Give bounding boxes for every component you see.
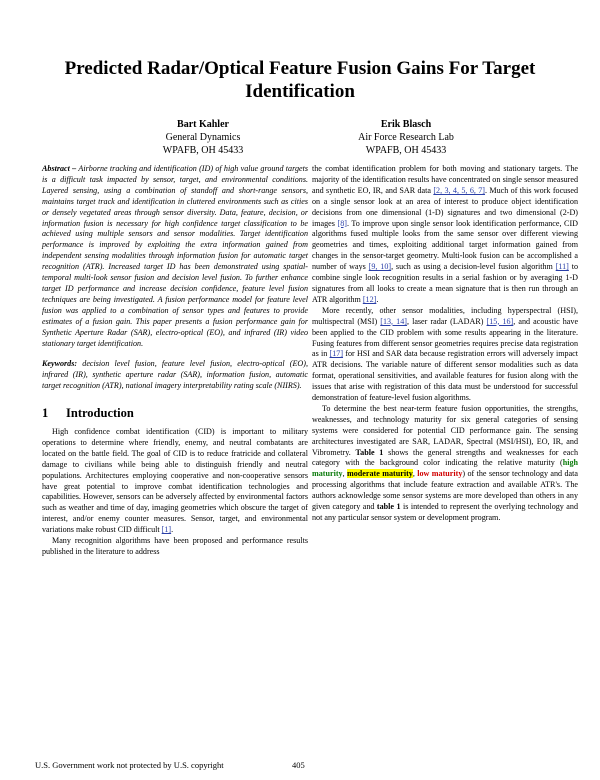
footer-copyright: U.S. Government work not protected by U.… [35, 760, 224, 770]
paragraph-sensor-modalities: More recently, other sensor modalities, … [312, 306, 578, 404]
author-org: Air Force Research Lab [358, 132, 454, 143]
citation-link[interactable]: [15, 16] [486, 316, 514, 326]
paragraph-text: , laser radar (LADAR) [406, 316, 484, 326]
citation-link[interactable]: [13, 14] [380, 316, 407, 326]
page-number: 405 [292, 760, 305, 770]
table-reference: Table 1 [355, 447, 384, 457]
paragraph-text: shows the general strengths and weakness… [312, 447, 579, 468]
keywords: Keywords: decision level fusion, feature… [42, 359, 308, 392]
citation-link[interactable]: [8] [337, 218, 347, 228]
citation-link[interactable]: [12] [362, 294, 377, 304]
paragraph-text: to combine single look recognition resul… [312, 262, 579, 304]
author-block-1: Bart Kahler General Dynamics WPAFB, OH 4… [103, 118, 303, 157]
keywords-label: Keywords: [42, 359, 78, 369]
paragraph-fusion-opportunities: To determine the best near-term feature … [312, 404, 578, 524]
intro-paragraph-2: Many recognition algorithms have been pr… [42, 536, 308, 558]
paragraph-combat-id: the combat identification problem for bo… [312, 164, 578, 306]
paragraph-text: . [376, 294, 379, 304]
paragraph-text: for HSI and SAR data because registratio… [312, 349, 579, 403]
intro-paragraph-1: High confidence combat identification (C… [42, 427, 308, 535]
abstract-text: Airborne tracking and identification (ID… [42, 164, 308, 348]
paragraph-text: the combat identification problem for bo… [312, 164, 578, 195]
keywords-text: decision level fusion, feature level fus… [42, 359, 308, 391]
paper-title: Predicted Radar/Optical Feature Fusion G… [64, 58, 536, 102]
paragraph-text: is intended to represent the overlying t… [312, 502, 578, 522]
section-title: Introduction [66, 406, 134, 421]
paragraph-text: . To improve upon single sensor look ide… [312, 218, 578, 272]
paragraph-text: Many recognition algorithms have been pr… [42, 536, 308, 556]
table-reference: table 1 [376, 502, 401, 512]
author-block-2: Erik Blasch Air Force Research Lab WPAFB… [306, 118, 506, 157]
paragraph-text: ) of the sensor technology and data proc… [312, 469, 578, 512]
author-address: WPAFB, OH 45433 [365, 145, 447, 156]
section-heading: 1 Introduction [42, 406, 308, 421]
author-org: General Dynamics [165, 132, 241, 143]
author-address: WPAFB, OH 45433 [162, 145, 244, 156]
maturity-low-label: low maturity [417, 469, 463, 479]
paragraph-text: , and acoustic have been applied to the … [312, 316, 579, 359]
author-name: Bart Kahler [177, 119, 229, 130]
paragraph-text: , such as using a decision-level fusion … [391, 262, 553, 272]
abstract-label: Abstract – [42, 164, 77, 173]
section-number: 1 [42, 406, 49, 421]
paragraph-text: More recently, other sensor modalities, … [312, 305, 578, 326]
citation-link[interactable]: [11] [555, 262, 569, 272]
paragraph-text: . Much of this work focused on a single … [312, 185, 579, 228]
citation-link[interactable]: [1] [161, 525, 172, 535]
author-name: Erik Blasch [380, 119, 432, 130]
maturity-moderate-label: moderate maturity [347, 469, 413, 479]
separator: , [412, 469, 418, 479]
paragraph-text: High confidence combat identification (C… [42, 427, 308, 535]
separator: , [342, 469, 348, 479]
abstract: Abstract – Airborne tracking and identif… [42, 164, 308, 349]
right-column: the combat identification problem for bo… [312, 164, 578, 524]
left-column: Abstract – Airborne tracking and identif… [42, 164, 308, 558]
maturity-high-label: high maturity [312, 458, 578, 479]
citation-link[interactable]: [17] [329, 349, 344, 359]
paragraph-text: To determine the best near-term feature … [312, 403, 578, 457]
citation-link[interactable]: [9, 10] [368, 262, 392, 272]
citation-link[interactable]: [2, 3, 4, 5, 6, 7] [433, 185, 486, 195]
